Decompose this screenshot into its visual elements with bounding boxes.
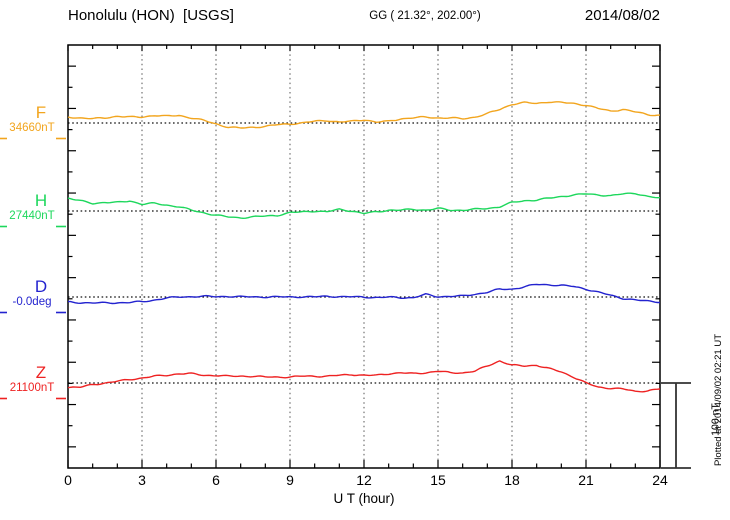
x-tick-label-6: 6 [212, 472, 220, 488]
series-label-D: D [34, 277, 48, 296]
trace-Z [67, 360, 661, 393]
trace-D [67, 283, 660, 305]
geographic-coords: GG ( 21.32°, 202.00°) [369, 10, 481, 22]
x-tick-label-3: 3 [138, 472, 146, 488]
scale-bar-label: 100 nT 0.5 deg [688, 397, 722, 443]
x-axis-label: U T (hour) [333, 491, 395, 506]
plot-frame [67, 44, 661, 469]
x-tick-label-0: 0 [64, 472, 72, 488]
x-tick-label-21: 21 [578, 472, 594, 488]
x-tick-label-12: 12 [356, 472, 372, 488]
series-group-Z: Z 21100nT [0, 363, 64, 395]
series-reference-Z: 21100nT [9, 382, 55, 394]
series-label-Z: Z [35, 363, 47, 382]
series-label-H: H [34, 191, 48, 210]
series-group-F: F 34660nT [0, 103, 64, 135]
series-reference-H: 27440nT [9, 210, 55, 222]
station-title: Honolulu (HON) [USGS] [68, 7, 234, 24]
trace-F [67, 101, 661, 129]
series-group-D: D -0.0deg [0, 277, 64, 309]
x-tick-label-15: 15 [430, 472, 446, 488]
trace-H [67, 192, 660, 219]
x-tick-label-9: 9 [286, 472, 294, 488]
series-group-H: H 27440nT [0, 191, 64, 223]
plotted-at-note: Plotted at 2014/09/02 02:21 UT [713, 333, 724, 467]
series-label-F: F [35, 103, 47, 122]
plot-date: 2014/08/02 [584, 7, 660, 24]
series-reference-F: 34660nT [9, 122, 55, 134]
x-tick-label-24: 24 [652, 472, 668, 488]
x-tick-label-18: 18 [504, 472, 520, 488]
series-reference-D: -0.0deg [12, 296, 52, 308]
